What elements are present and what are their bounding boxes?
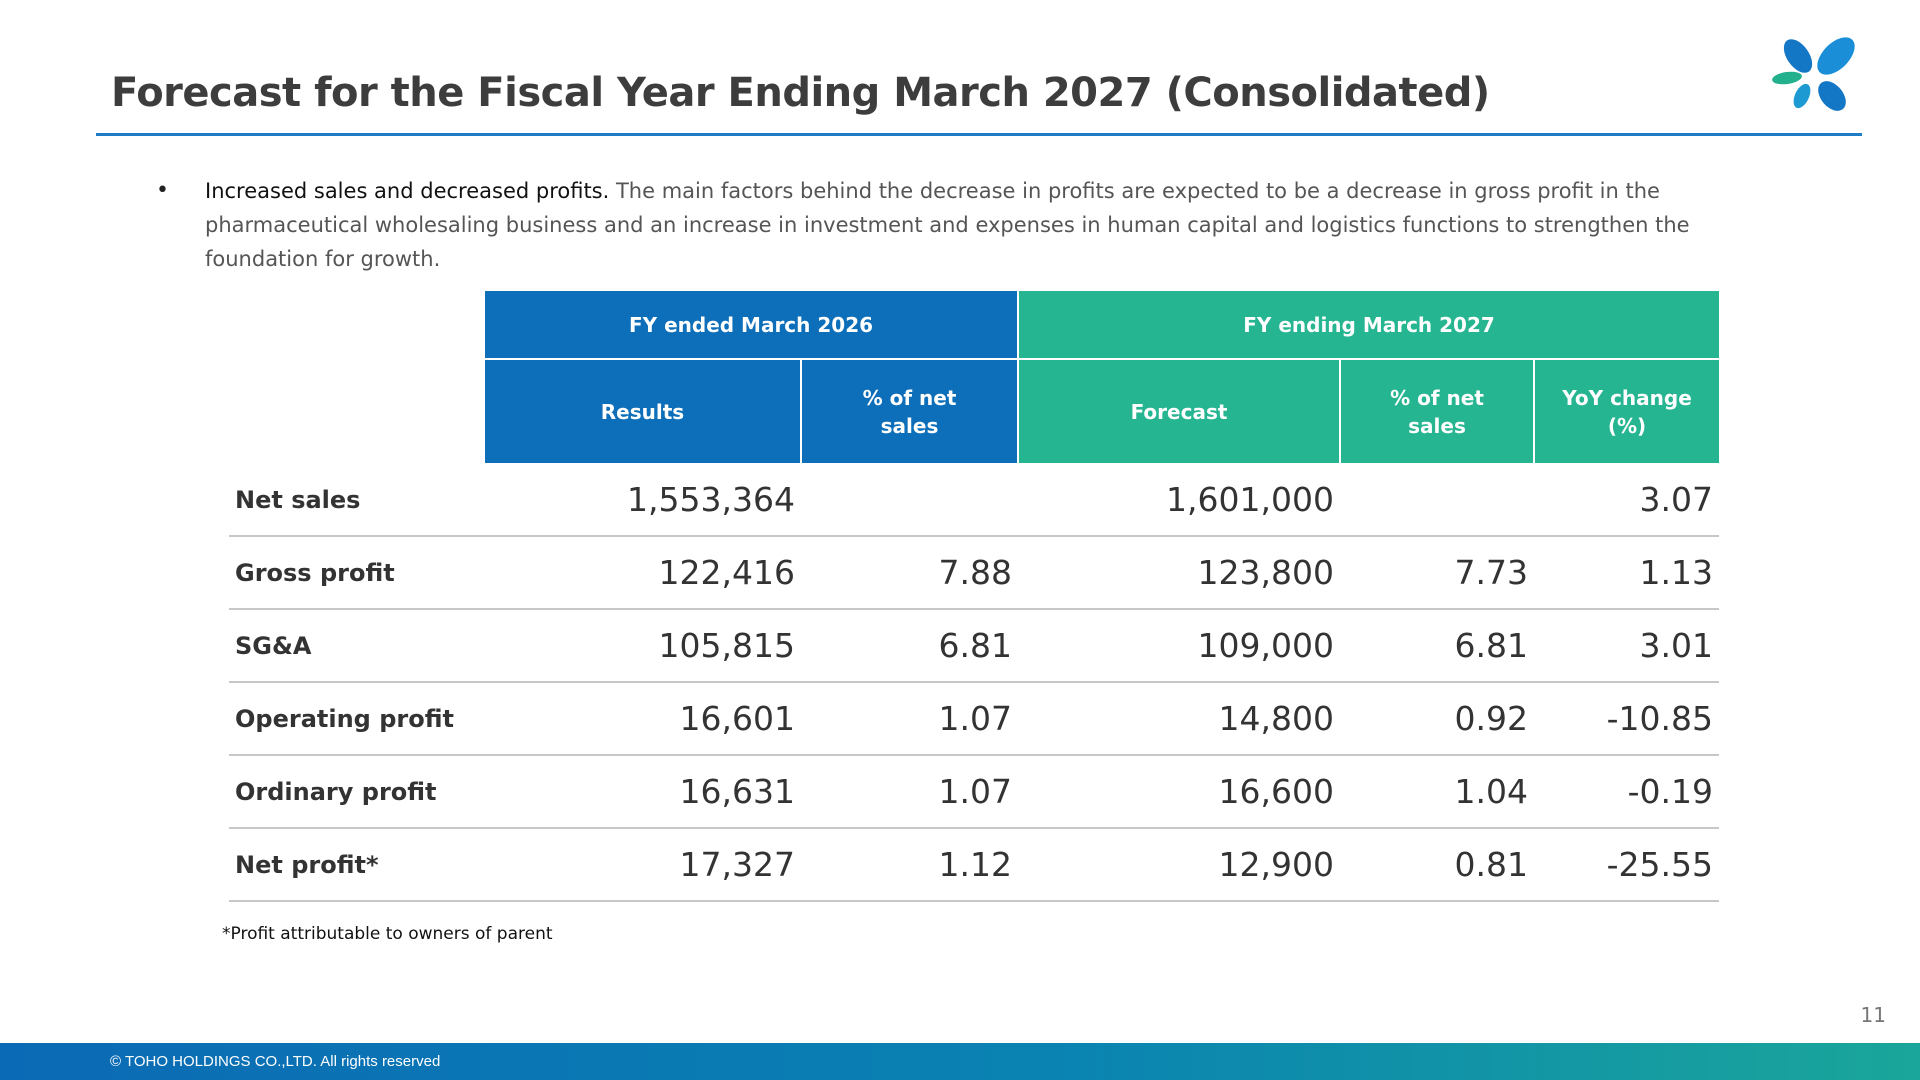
table-row: SG&A 105,815 6.81 109,000 6.81 3.01: [229, 609, 1720, 683]
header-results: Results: [485, 359, 801, 463]
cell-results: 105,815: [485, 609, 801, 683]
table-footnote: *Profit attributable to owners of parent: [222, 924, 553, 944]
cell-pct-2026: 1.07: [801, 682, 1018, 756]
row-label: SG&A: [229, 609, 485, 683]
cell-pct-2027: 0.81: [1340, 828, 1534, 902]
cell-results: 17,327: [485, 828, 801, 902]
cell-pct-2027: 0.92: [1340, 682, 1534, 756]
cell-pct-2027: 7.73: [1340, 536, 1534, 610]
row-label: Ordinary profit: [229, 755, 485, 829]
cell-forecast: 14,800: [1018, 682, 1340, 756]
summary-lead: Increased sales and decreased profits.: [205, 179, 610, 203]
cell-pct-2026: 7.88: [801, 536, 1018, 610]
cell-yoy: -10.85: [1534, 682, 1720, 756]
bullet-dot-icon: •: [156, 178, 169, 203]
cell-forecast: 109,000: [1018, 609, 1340, 683]
cell-pct-2027: 6.81: [1340, 609, 1534, 683]
header-fy2026: FY ended March 2026: [485, 291, 1019, 360]
forecast-table: （Unit: million Yen） FY ended March 2026 …: [229, 291, 1720, 902]
cell-pct-2027: 1.04: [1340, 755, 1534, 829]
summary-bullet: • Increased sales and decreased profits.…: [156, 174, 1776, 276]
table-sub-header: Results % of net sales Forecast % of net…: [229, 359, 1720, 463]
row-label: Operating profit: [229, 682, 485, 756]
cell-pct-2026: [801, 463, 1018, 537]
header-pct-2026: % of net sales: [800, 359, 1018, 463]
row-label: Net sales: [229, 463, 485, 537]
cell-forecast: 16,600: [1018, 755, 1340, 829]
header-forecast: Forecast: [1017, 359, 1340, 463]
unit-label: （Unit: million Yen）: [229, 291, 485, 464]
cell-forecast: 1,601,000: [1018, 463, 1340, 537]
header-pct-2027: % of net sales: [1339, 359, 1534, 463]
row-label: Gross profit: [229, 536, 485, 610]
cell-results: 16,631: [485, 755, 801, 829]
cell-yoy: 3.01: [1534, 609, 1720, 683]
cell-pct-2026: 1.07: [801, 755, 1018, 829]
cell-results: 122,416: [485, 536, 801, 610]
summary-body: The main factors behind the decrease in …: [205, 179, 1690, 271]
cell-results: 1,553,364: [485, 463, 801, 537]
slide-title: Forecast for the Fiscal Year Ending Marc…: [111, 70, 1490, 116]
cell-pct-2026: 1.12: [801, 828, 1018, 902]
cell-yoy: 1.13: [1534, 536, 1720, 610]
cell-forecast: 12,900: [1018, 828, 1340, 902]
cell-yoy: 3.07: [1534, 463, 1720, 537]
row-label: Net profit*: [229, 828, 485, 902]
title-underline: [96, 133, 1862, 136]
header-fy2027: FY ending March 2027: [1018, 291, 1720, 360]
cell-pct-2026: 6.81: [801, 609, 1018, 683]
cell-forecast: 123,800: [1018, 536, 1340, 610]
cell-yoy: -25.55: [1534, 828, 1720, 902]
table-group-header: （Unit: million Yen） FY ended March 2026 …: [229, 291, 1720, 464]
table-row: Net sales 1,553,364 1,601,000 3.07: [229, 463, 1720, 537]
cell-results: 16,601: [485, 682, 801, 756]
cell-pct-2027: [1340, 463, 1534, 537]
table-row: Net profit* 17,327 1.12 12,900 0.81 -25.…: [229, 828, 1720, 902]
table-row: Gross profit 122,416 7.88 123,800 7.73 1…: [229, 536, 1720, 610]
table-row: Operating profit 16,601 1.07 14,800 0.92…: [229, 682, 1720, 756]
butterfly-logo-icon: [1772, 37, 1855, 111]
header-yoy: YoY change (%): [1532, 359, 1720, 463]
table-row: Ordinary profit 16,631 1.07 16,600 1.04 …: [229, 755, 1720, 829]
footer-bar: © TOHO HOLDINGS CO.,LTD. All rights rese…: [0, 1043, 1920, 1080]
cell-yoy: -0.19: [1534, 755, 1720, 829]
page-number: 11: [1860, 1003, 1886, 1027]
copyright-text: © TOHO HOLDINGS CO.,LTD. All rights rese…: [110, 1053, 441, 1070]
summary-text: Increased sales and decreased profits. T…: [205, 174, 1776, 276]
